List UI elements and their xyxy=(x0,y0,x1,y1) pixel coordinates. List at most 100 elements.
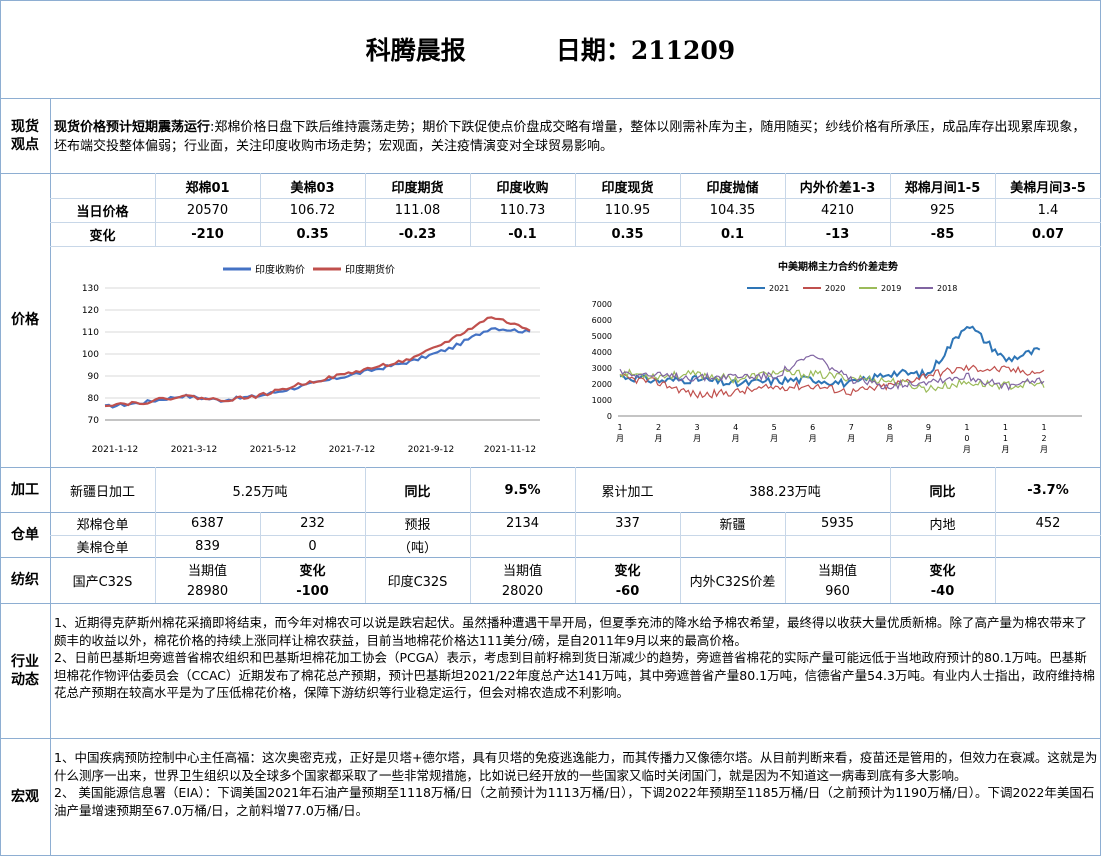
rc-series-line-3 xyxy=(619,354,1045,391)
rc-ytick: 3000 xyxy=(592,364,612,373)
lc-series-line-0 xyxy=(104,327,531,409)
lc-ytick: 120 xyxy=(82,306,99,316)
spread-chart-title: 中美期棉主力合约价差走势 xyxy=(778,260,898,273)
price-header-7: 郑棉月间1-5 xyxy=(904,180,981,196)
change-label: 变化 xyxy=(89,228,116,244)
change-1: 0.35 xyxy=(296,226,329,242)
industry-text: 1、近期得克萨斯州棉花采摘即将结束，而今年对棉农可以说是跌宕起伏。虽然播种遭遇干… xyxy=(54,615,1095,700)
price-header-2: 印度期货 xyxy=(391,180,444,196)
rc-ytick: 1000 xyxy=(592,396,612,405)
price-header-5: 印度抛储 xyxy=(706,180,759,196)
lc-xtick: 2021-11-12 xyxy=(484,445,536,455)
cn-c32s-label: 国产C32S xyxy=(72,574,133,590)
yoy-label-2: 同比 xyxy=(929,484,956,500)
rc-legend-label-0: 2021 xyxy=(769,284,789,293)
spot-label: 现货 观点 xyxy=(11,118,39,153)
chart-right-legend: 2021 2020 2019 2018 xyxy=(747,284,957,293)
lc-xtick: 2021-5-12 xyxy=(250,445,297,455)
us-warehouse-change: 0 xyxy=(308,538,317,554)
report-title: 科腾晨报 日期：211209 xyxy=(0,0,1101,98)
zheng-warehouse-value: 6387 xyxy=(190,516,225,531)
india-price-chart: 印度收购价 印度期货价 70 80 90 100 110 120 130 2021-1-12 2… xyxy=(82,263,540,455)
chart-left-lines xyxy=(104,316,531,409)
cum-process-label: 累计加工 xyxy=(601,484,654,500)
lc-ytick: 90 xyxy=(88,372,100,382)
cn-cur-label: 当期值 xyxy=(187,563,227,579)
forecast-label: 预报 xyxy=(404,518,431,533)
rc-ytick: 0 xyxy=(607,412,612,421)
rc-ytick: 5000 xyxy=(592,332,612,341)
price-header-8: 美棉月间3-5 xyxy=(1010,180,1086,196)
rc-series-line-1 xyxy=(619,364,1045,399)
lc-ytick: 80 xyxy=(88,394,100,404)
change-0: -210 xyxy=(191,226,224,242)
chart-right-axes: 0 1000 2000 3000 4000 5000 6000 7000 1 月 2 月 3 月 4 月 5 月 6… xyxy=(592,300,1082,454)
rc-ytick: 2000 xyxy=(592,380,612,389)
zheng-warehouse-label: 郑棉仓单 xyxy=(76,518,129,533)
today-price-label: 当日价格 xyxy=(76,204,129,220)
warehouse-unit: （吨） xyxy=(397,540,437,556)
price-header-1: 美棉03 xyxy=(290,180,335,196)
industry-label: 行业 动态 xyxy=(11,653,39,688)
lc-ytick: 130 xyxy=(82,284,99,294)
today-price-4: 110.95 xyxy=(604,202,651,218)
sp-chg-label: 变化 xyxy=(929,563,956,579)
yoy-value-2: -3.7% xyxy=(1027,482,1069,498)
rc-legend-label-3: 2018 xyxy=(937,284,957,293)
price-header-3: 印度收购 xyxy=(496,180,549,196)
price-label: 价格 xyxy=(11,312,39,328)
report-name: 科腾晨报 xyxy=(365,36,466,65)
yoy-value-1: 9.5% xyxy=(504,482,541,498)
macro-label: 宏观 xyxy=(11,789,39,805)
in-cur-value: 28020 xyxy=(501,583,544,599)
zheng-warehouse-change: 232 xyxy=(300,516,325,531)
rc-series-line-2 xyxy=(619,368,1045,394)
cn-chg-label: 变化 xyxy=(299,563,326,579)
report-date: 日期：211209 xyxy=(555,36,736,65)
yoy-label-1: 同比 xyxy=(404,484,431,500)
in-c32s-label: 印度C32S xyxy=(387,574,448,590)
in-chg-value: -60 xyxy=(615,583,640,599)
inland-warehouse-value: 452 xyxy=(1035,516,1061,531)
change-8: 0.07 xyxy=(1031,226,1065,242)
chart-left-axes: 70 80 90 100 110 120 130 2021-1-12 2021-3-12 2021… xyxy=(82,284,540,455)
cum-process-value: 388.23万吨 xyxy=(749,484,821,500)
lc-ytick: 100 xyxy=(82,350,99,360)
lc-xtick: 2021-1-12 xyxy=(92,445,139,455)
price-header-4: 印度现货 xyxy=(601,180,654,196)
price-header-6: 内外价差1-3 xyxy=(799,180,876,196)
forecast-change: 337 xyxy=(615,516,640,531)
lc-xtick: 2021-7-12 xyxy=(329,445,376,455)
today-price-3: 110.73 xyxy=(499,202,546,218)
rc-legend-label-1: 2020 xyxy=(825,284,845,293)
us-warehouse-value: 839 xyxy=(195,538,220,554)
change-2: -0.23 xyxy=(398,226,437,242)
in-cur-label: 当期值 xyxy=(502,563,542,579)
xinjiang-warehouse-value: 5935 xyxy=(820,516,855,531)
cn-cur-value: 28980 xyxy=(186,583,229,599)
inland-warehouse-label: 内地 xyxy=(929,518,956,533)
spread-chart: 中美期棉主力合约价差走势 2021 2020 2019 2018 0 1000 2000 3… xyxy=(592,260,1082,454)
xinjiang-daily-label: 新疆日加工 xyxy=(69,484,135,500)
legend-label-fut: 印度期货价 xyxy=(345,263,395,276)
warehouse-label: 仓单 xyxy=(11,526,39,543)
spread-c32s-label: 内外C32S价差 xyxy=(689,574,776,590)
today-price-0: 20570 xyxy=(186,202,229,218)
sp-chg-value: -40 xyxy=(930,583,955,599)
lc-series-line-1 xyxy=(104,316,531,408)
rc-ytick: 7000 xyxy=(592,300,612,309)
spot-headline: 现货价格预计短期震荡运行 xyxy=(54,120,211,135)
change-7: -85 xyxy=(930,226,955,242)
macro-text: 1、中国疾病预防控制中心主任高福：这次奥密克戎，正好是贝塔+德尔塔，具有贝塔的免… xyxy=(54,750,1098,818)
